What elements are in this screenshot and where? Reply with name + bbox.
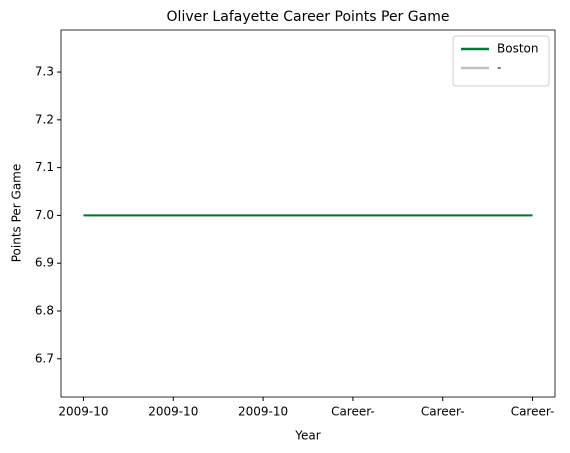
x-tick-label: Career- [331,405,375,419]
x-tick-label: Career- [421,405,465,419]
y-tick-label: 7.1 [35,160,54,174]
x-tick-label: 2009-10 [58,405,108,419]
y-tick-label: 7.2 [35,112,54,126]
x-tick-label: 2009-10 [148,405,198,419]
legend-label: - [497,61,501,75]
y-tick-label: 7.3 [35,65,54,79]
legend-label: Boston [497,42,538,56]
y-tick-label: 6.7 [35,351,54,365]
y-tick-label: 6.9 [35,256,54,270]
x-axis-label: Year [294,429,320,443]
chart-title: Oliver Lafayette Career Points Per Game [167,9,450,25]
y-tick-label: 6.8 [35,303,54,317]
y-axis-label: Points Per Game [10,164,24,263]
y-tick-label: 7.0 [35,208,54,222]
plot-frame [60,29,556,398]
x-tick-label: Career- [511,405,555,419]
x-tick-label: 2009-10 [238,405,288,419]
